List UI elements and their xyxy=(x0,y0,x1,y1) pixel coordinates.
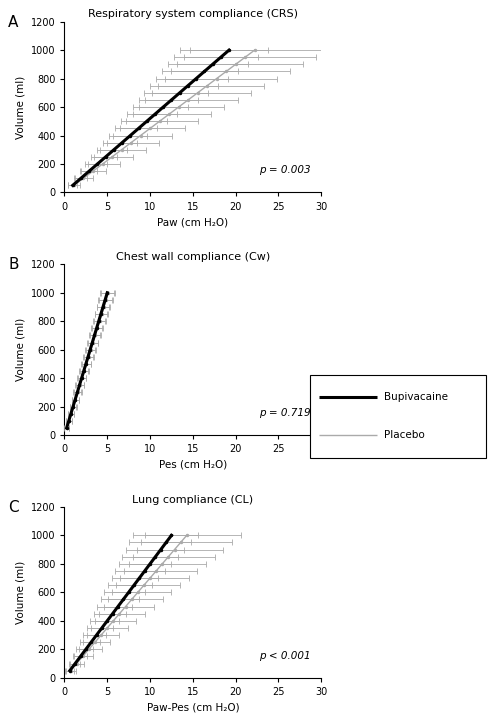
Title: Lung compliance (CL): Lung compliance (CL) xyxy=(132,495,253,505)
X-axis label: Pes (cm H₂O): Pes (cm H₂O) xyxy=(159,460,227,469)
FancyBboxPatch shape xyxy=(310,375,486,458)
Text: p = 0.003: p = 0.003 xyxy=(259,165,311,175)
Y-axis label: Volume (ml): Volume (ml) xyxy=(15,561,25,624)
Text: p = 0.719: p = 0.719 xyxy=(259,408,311,418)
Text: p < 0.001: p < 0.001 xyxy=(259,650,311,660)
Y-axis label: Volume (ml): Volume (ml) xyxy=(15,318,25,381)
Title: Respiratory system compliance (CRS): Respiratory system compliance (CRS) xyxy=(88,9,298,19)
X-axis label: Paw-Pes (cm H₂O): Paw-Pes (cm H₂O) xyxy=(146,702,239,712)
Text: A: A xyxy=(8,15,18,30)
X-axis label: Paw (cm H₂O): Paw (cm H₂O) xyxy=(157,217,228,227)
Title: Chest wall compliance (Cw): Chest wall compliance (Cw) xyxy=(116,252,270,262)
Text: Bupivacaine: Bupivacaine xyxy=(384,392,448,402)
Text: C: C xyxy=(8,500,19,515)
Text: Placebo: Placebo xyxy=(384,430,425,441)
Text: B: B xyxy=(8,257,18,273)
Y-axis label: Volume (ml): Volume (ml) xyxy=(15,76,25,138)
